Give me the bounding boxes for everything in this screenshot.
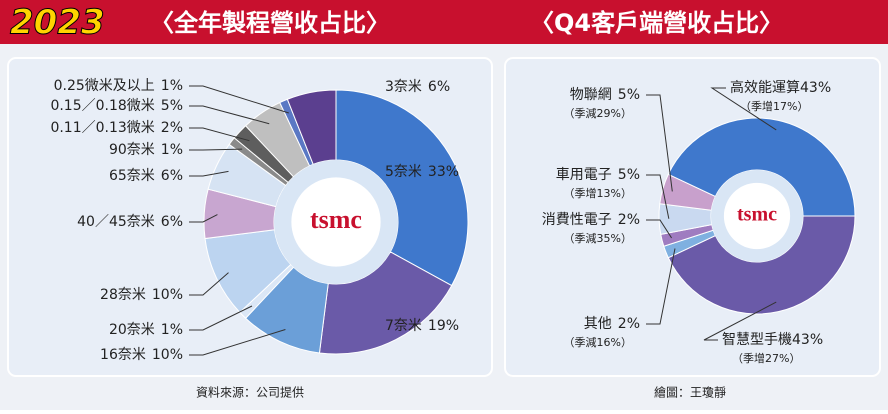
category-label: 其他	[584, 316, 612, 332]
leader-line	[189, 305, 253, 331]
change-note: （季增27%）	[732, 351, 800, 365]
segment-label: 0.25微米及以上 1%	[54, 78, 183, 94]
segment-label: 5奈米 33%	[385, 164, 459, 180]
leader-line	[646, 219, 672, 239]
left-title: 〈全年製程營收占比〉	[150, 9, 390, 37]
logo: tsmc	[737, 204, 777, 226]
change-note: （季增17%）	[740, 99, 808, 113]
segment-label: 車用電子 5%	[556, 166, 640, 183]
value-label: 2%	[161, 120, 183, 136]
donut	[658, 117, 856, 315]
category-label: 車用電子	[556, 166, 612, 183]
category-label: 3奈米	[385, 79, 422, 95]
category-label: 65奈米	[109, 168, 155, 184]
category-label: 28奈米	[100, 287, 146, 303]
leader-line	[189, 127, 250, 142]
change-note: （季減35%）	[564, 231, 632, 245]
value-label: 19%	[428, 318, 459, 334]
leader-line	[189, 85, 289, 114]
category-label: 0.15／0.18微米	[50, 98, 154, 114]
change-note: （季減29%）	[564, 106, 632, 120]
leader-line	[703, 301, 777, 341]
value-label: 5%	[161, 98, 183, 114]
category-label: 16奈米	[100, 347, 146, 363]
credit-note: 繪圖：王瓊靜	[654, 385, 726, 400]
value-label: 33%	[428, 164, 459, 180]
logo: tsmc	[310, 205, 362, 234]
value-label: 1%	[161, 78, 183, 94]
segment-label: 0.15／0.18微米 5%	[50, 98, 183, 114]
leader-line	[189, 272, 229, 296]
center	[723, 182, 791, 250]
segment-label: 高效能運算43%	[730, 79, 831, 96]
header-year: 2023	[10, 3, 105, 43]
segment-label: 物聯網 5%	[570, 87, 640, 103]
center	[291, 177, 381, 267]
segment-label: 7奈米 19%	[385, 318, 459, 334]
segment-label: 3奈米 6%	[385, 79, 450, 95]
category-label: 40／45奈米	[77, 214, 155, 230]
value-label: 5%	[618, 87, 640, 103]
value-label: 5%	[618, 167, 640, 183]
segment-label: 智慧型手機43%	[722, 332, 823, 348]
source-note: 資料來源：公司提供	[196, 385, 304, 400]
leader-line	[189, 148, 243, 151]
segment-label: 90奈米 1%	[109, 142, 183, 158]
leader-line	[189, 214, 218, 223]
category-label: 消費性電子	[542, 212, 612, 228]
value-label: 1%	[161, 322, 183, 338]
value-label: 6%	[428, 79, 450, 95]
category-label: 5奈米	[385, 164, 422, 180]
leader-line	[189, 329, 286, 356]
segment-label: 40／45奈米 6%	[77, 214, 183, 230]
category-label: 高效能運算	[730, 79, 800, 96]
value-label: 2%	[618, 212, 640, 228]
value-label: 6%	[161, 214, 183, 230]
leader-line	[189, 170, 229, 177]
leader-line	[189, 105, 270, 125]
value-label: 43%	[792, 332, 823, 348]
category-label: 20奈米	[109, 322, 155, 338]
value-label: 6%	[161, 168, 183, 184]
segment-label: 65奈米 6%	[109, 168, 183, 184]
segment-label: 其他 2%	[584, 316, 640, 332]
leader-line	[646, 94, 673, 192]
category-label: 智慧型手機	[722, 332, 792, 348]
segment-label: 消費性電子 2%	[542, 212, 640, 228]
change-note: （季增13%）	[564, 186, 632, 200]
leader-line	[646, 248, 676, 325]
category-label: 物聯網	[570, 87, 612, 103]
category-label: 7奈米	[385, 318, 422, 334]
value-label: 10%	[152, 287, 183, 303]
segment-label: 28奈米 10%	[100, 287, 183, 303]
value-label: 43%	[800, 80, 831, 96]
value-label: 10%	[152, 347, 183, 363]
category-label: 90奈米	[109, 142, 155, 158]
category-label: 0.11／0.13微米	[50, 120, 154, 136]
leader-line	[710, 87, 777, 131]
value-label: 1%	[161, 142, 183, 158]
category-label: 0.25微米及以上	[54, 78, 155, 94]
change-note: （季減16%）	[564, 335, 632, 349]
leader-line	[646, 174, 670, 219]
segment-label: 0.11／0.13微米 2%	[50, 120, 183, 136]
right-title: 〈Q4客戶端營收占比〉	[530, 9, 783, 37]
segment-label: 20奈米 1%	[109, 322, 183, 338]
segment-label: 16奈米 10%	[100, 347, 183, 363]
value-label: 2%	[618, 316, 640, 332]
header-band	[0, 0, 888, 44]
